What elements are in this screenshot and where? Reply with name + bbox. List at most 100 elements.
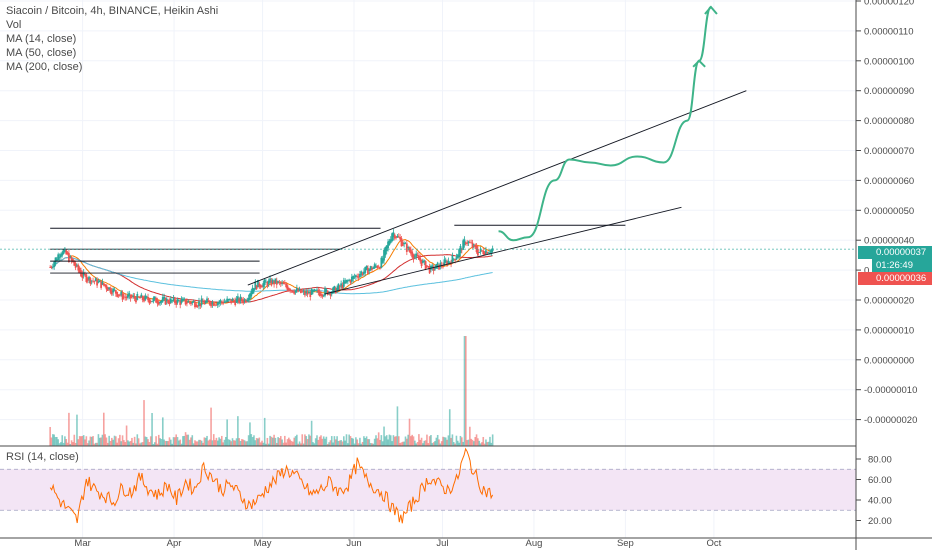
candle-body bbox=[101, 281, 104, 285]
volume-bar bbox=[338, 440, 341, 446]
y-tick-label: 0.00000110 bbox=[864, 26, 914, 37]
volume-bar bbox=[112, 439, 114, 446]
volume-bar bbox=[292, 441, 294, 446]
volume-bar bbox=[402, 441, 404, 446]
candle-body bbox=[78, 267, 81, 273]
ma200-indicator-label[interactable]: MA (200, close) bbox=[6, 61, 83, 73]
candle-body bbox=[172, 297, 175, 301]
candle-body bbox=[419, 257, 422, 262]
volume-bar bbox=[483, 443, 486, 446]
volume-bar bbox=[161, 417, 164, 446]
candle-body bbox=[312, 290, 314, 292]
candle-body bbox=[342, 280, 345, 287]
candle-body bbox=[304, 291, 306, 296]
candle-body bbox=[282, 283, 285, 285]
candle-body bbox=[203, 301, 206, 305]
volume-bar bbox=[434, 441, 436, 446]
volume-bar bbox=[253, 435, 255, 446]
volume-bar bbox=[127, 440, 129, 446]
candle-body bbox=[380, 257, 383, 268]
volume-bar bbox=[368, 439, 371, 446]
volume-bar bbox=[195, 441, 198, 446]
volume-bar bbox=[69, 443, 72, 446]
volume-bar bbox=[414, 440, 416, 446]
volume-bar bbox=[80, 436, 82, 446]
volume-bars bbox=[49, 336, 494, 446]
candle-body bbox=[57, 254, 60, 261]
volume-bar bbox=[336, 436, 338, 446]
candle-body bbox=[149, 300, 152, 302]
volume-bar bbox=[391, 441, 393, 446]
volume-bar bbox=[321, 438, 324, 446]
candle-body bbox=[140, 294, 143, 298]
volume-bar bbox=[426, 434, 428, 446]
volume-bar bbox=[111, 437, 113, 446]
symbol-title[interactable]: Siacoin / Bitcoin, 4h, BINANCE, Heikin A… bbox=[6, 5, 219, 17]
volume-bar bbox=[318, 436, 321, 446]
volume-bar bbox=[314, 438, 317, 446]
candle-body bbox=[61, 252, 64, 256]
volume-bar bbox=[408, 418, 411, 446]
candle-body bbox=[106, 287, 109, 291]
candle-body bbox=[159, 301, 162, 304]
volume-bar bbox=[459, 435, 462, 446]
volume-bar bbox=[423, 440, 426, 446]
volume-bar bbox=[431, 443, 434, 446]
volume-bar bbox=[200, 440, 203, 446]
candle-body bbox=[144, 295, 147, 300]
candle-body bbox=[472, 244, 475, 246]
candle-body bbox=[135, 297, 137, 303]
volume-bar bbox=[381, 441, 384, 446]
candle-body bbox=[428, 266, 431, 274]
volume-bar bbox=[131, 437, 133, 446]
candle-body bbox=[486, 251, 489, 254]
volume-bar bbox=[74, 442, 77, 446]
candle-body bbox=[392, 232, 395, 238]
candle-body bbox=[474, 244, 477, 248]
ma50-indicator-label[interactable]: MA (50, close) bbox=[6, 47, 77, 59]
candle-body bbox=[218, 302, 221, 304]
volume-bar bbox=[363, 436, 365, 446]
price-badge-low: 0.00000036 bbox=[858, 272, 932, 285]
volume-bar bbox=[467, 439, 470, 446]
volume-bar bbox=[371, 443, 373, 446]
candle-body bbox=[452, 258, 455, 260]
candle-body bbox=[141, 296, 144, 300]
volume-bar bbox=[124, 442, 127, 446]
candle-body bbox=[241, 298, 243, 301]
volume-bar bbox=[105, 437, 108, 446]
volume-bar bbox=[446, 439, 448, 446]
vol-indicator-label[interactable]: Vol bbox=[6, 19, 22, 31]
candle-body bbox=[55, 259, 58, 261]
volume-bar bbox=[396, 406, 399, 446]
candle-body bbox=[93, 280, 96, 282]
volume-bar bbox=[140, 442, 143, 446]
volume-bar bbox=[418, 434, 420, 446]
candle-body bbox=[334, 288, 337, 294]
candle-body bbox=[369, 266, 372, 271]
volume-bar bbox=[337, 440, 340, 446]
volume-bar bbox=[78, 436, 81, 446]
candle-body bbox=[228, 298, 231, 300]
candle-body bbox=[400, 238, 403, 247]
candle-body bbox=[399, 237, 402, 240]
volume-bar bbox=[447, 435, 450, 446]
volume-bar bbox=[166, 440, 168, 446]
ma14-indicator-label[interactable]: MA (14, close) bbox=[6, 33, 77, 45]
candle-body bbox=[423, 260, 426, 262]
candle-body bbox=[232, 299, 235, 301]
volume-bar bbox=[361, 441, 364, 446]
volume-bar bbox=[125, 425, 128, 446]
volume-bar bbox=[273, 434, 275, 446]
volume-bar bbox=[145, 437, 148, 446]
volume-bar bbox=[202, 442, 204, 446]
volume-bar bbox=[107, 442, 109, 446]
candle-body bbox=[446, 261, 448, 265]
volume-bar bbox=[223, 439, 226, 446]
candle-body bbox=[483, 252, 486, 256]
volume-bar bbox=[393, 436, 396, 446]
candle-body bbox=[176, 299, 179, 303]
candle-body bbox=[74, 263, 77, 268]
rsi-indicator-label[interactable]: RSI (14, close) bbox=[6, 451, 79, 463]
